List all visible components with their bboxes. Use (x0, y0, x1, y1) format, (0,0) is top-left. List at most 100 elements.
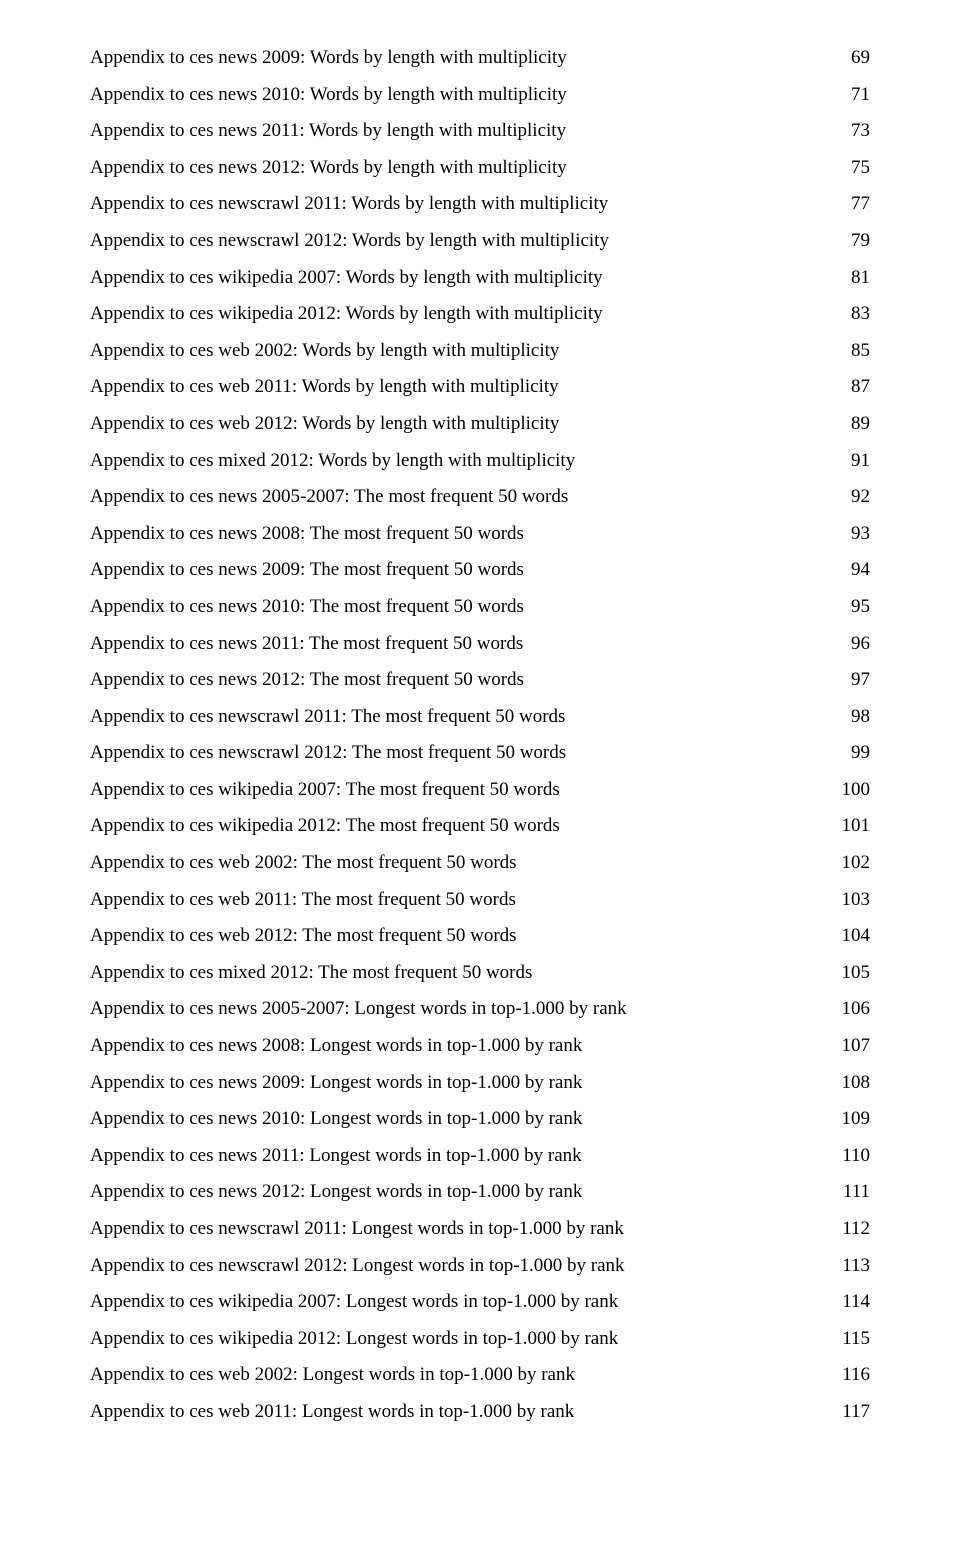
toc-entry: Appendix to ces news 2009: Words by leng… (90, 48, 870, 67)
toc-entry: Appendix to ces wikipedia 2012: The most… (90, 816, 870, 835)
toc-entry-label: Appendix to ces newscrawl 2012: Words by… (90, 231, 830, 250)
toc-entry: Appendix to ces news 2009: The most freq… (90, 560, 870, 579)
toc-entry-page: 77 (830, 194, 870, 213)
toc-entry-label: Appendix to ces wikipedia 2012: Words by… (90, 304, 830, 323)
toc-entry: Appendix to ces newscrawl 2012: Words by… (90, 231, 870, 250)
toc-entry: Appendix to ces web 2002: The most frequ… (90, 853, 870, 872)
toc-entry-label: Appendix to ces news 2009: Longest words… (90, 1073, 830, 1092)
toc-entry-page: 95 (830, 597, 870, 616)
toc-entry-page: 107 (830, 1036, 870, 1055)
toc-entry-label: Appendix to ces news 2012: The most freq… (90, 670, 830, 689)
toc-entry: Appendix to ces news 2010: The most freq… (90, 597, 870, 616)
toc-entry: Appendix to ces newscrawl 2011: The most… (90, 707, 870, 726)
toc-entry-page: 85 (830, 341, 870, 360)
toc-entry: Appendix to ces news 2011: The most freq… (90, 634, 870, 653)
toc-entry-label: Appendix to ces news 2005-2007: The most… (90, 487, 830, 506)
toc-entry-page: 103 (830, 890, 870, 909)
toc-entry-label: Appendix to ces news 2011: The most freq… (90, 634, 830, 653)
toc-entry-label: Appendix to ces news 2010: The most freq… (90, 597, 830, 616)
toc-entry-page: 91 (830, 451, 870, 470)
toc-entry-page: 75 (830, 158, 870, 177)
toc-entry: Appendix to ces wikipedia 2007: Words by… (90, 268, 870, 287)
toc-entry: Appendix to ces web 2011: The most frequ… (90, 890, 870, 909)
toc-entry: Appendix to ces news 2005-2007: The most… (90, 487, 870, 506)
toc-entry: Appendix to ces web 2012: Words by lengt… (90, 414, 870, 433)
toc-entry: Appendix to ces web 2002: Longest words … (90, 1365, 870, 1384)
toc-entry-page: 87 (830, 377, 870, 396)
toc-entry: Appendix to ces news 2012: Words by leng… (90, 158, 870, 177)
toc-entry-page: 73 (830, 121, 870, 140)
toc-entry: Appendix to ces news 2011: Words by leng… (90, 121, 870, 140)
toc-entry-page: 101 (830, 816, 870, 835)
toc-entry-page: 100 (830, 780, 870, 799)
toc-entry-page: 112 (830, 1219, 870, 1238)
toc-entry-page: 81 (830, 268, 870, 287)
toc-entry-page: 111 (830, 1182, 870, 1201)
toc-entry-page: 97 (830, 670, 870, 689)
toc-entry-page: 98 (830, 707, 870, 726)
toc-entry-page: 114 (830, 1292, 870, 1311)
toc-entry-page: 71 (830, 85, 870, 104)
toc-list: Appendix to ces news 2009: Words by leng… (90, 48, 870, 1421)
toc-entry-label: Appendix to ces wikipedia 2007: Longest … (90, 1292, 830, 1311)
toc-entry-label: Appendix to ces mixed 2012: Words by len… (90, 451, 830, 470)
toc-entry: Appendix to ces mixed 2012: Words by len… (90, 451, 870, 470)
toc-entry-page: 92 (830, 487, 870, 506)
toc-entry-page: 102 (830, 853, 870, 872)
toc-entry: Appendix to ces news 2012: Longest words… (90, 1182, 870, 1201)
toc-entry-label: Appendix to ces news 2010: Longest words… (90, 1109, 830, 1128)
toc-entry-label: Appendix to ces news 2008: Longest words… (90, 1036, 830, 1055)
toc-entry: Appendix to ces news 2009: Longest words… (90, 1073, 870, 1092)
toc-entry: Appendix to ces news 2005-2007: Longest … (90, 999, 870, 1018)
toc-entry-page: 104 (830, 926, 870, 945)
toc-entry-label: Appendix to ces newscrawl 2011: The most… (90, 707, 830, 726)
toc-entry-label: Appendix to ces news 2009: Words by leng… (90, 48, 830, 67)
toc-entry-page: 94 (830, 560, 870, 579)
toc-entry: Appendix to ces web 2011: Longest words … (90, 1402, 870, 1421)
toc-entry-label: Appendix to ces news 2011: Words by leng… (90, 121, 830, 140)
toc-entry-label: Appendix to ces news 2011: Longest words… (90, 1146, 830, 1165)
toc-entry-page: 69 (830, 48, 870, 67)
toc-entry-page: 105 (830, 963, 870, 982)
toc-entry: Appendix to ces newscrawl 2011: Longest … (90, 1219, 870, 1238)
toc-entry: Appendix to ces web 2002: Words by lengt… (90, 341, 870, 360)
toc-entry: Appendix to ces newscrawl 2012: The most… (90, 743, 870, 762)
toc-entry-page: 117 (830, 1402, 870, 1421)
toc-entry: Appendix to ces news 2012: The most freq… (90, 670, 870, 689)
toc-entry-label: Appendix to ces web 2012: Words by lengt… (90, 414, 830, 433)
toc-entry-page: 115 (830, 1329, 870, 1348)
toc-entry-label: Appendix to ces web 2002: The most frequ… (90, 853, 830, 872)
toc-entry-label: Appendix to ces mixed 2012: The most fre… (90, 963, 830, 982)
toc-entry-label: Appendix to ces news 2012: Words by leng… (90, 158, 830, 177)
toc-entry-label: Appendix to ces newscrawl 2011: Longest … (90, 1219, 830, 1238)
toc-entry-page: 83 (830, 304, 870, 323)
toc-entry: Appendix to ces wikipedia 2012: Longest … (90, 1329, 870, 1348)
toc-entry-label: Appendix to ces news 2009: The most freq… (90, 560, 830, 579)
toc-entry: Appendix to ces news 2010: Words by leng… (90, 85, 870, 104)
toc-entry-label: Appendix to ces news 2005-2007: Longest … (90, 999, 830, 1018)
toc-entry: Appendix to ces newscrawl 2011: Words by… (90, 194, 870, 213)
toc-entry-label: Appendix to ces news 2008: The most freq… (90, 524, 830, 543)
toc-entry: Appendix to ces news 2010: Longest words… (90, 1109, 870, 1128)
toc-entry: Appendix to ces news 2008: Longest words… (90, 1036, 870, 1055)
toc-entry: Appendix to ces web 2011: Words by lengt… (90, 377, 870, 396)
toc-entry-page: 116 (830, 1365, 870, 1384)
toc-entry: Appendix to ces mixed 2012: The most fre… (90, 963, 870, 982)
toc-entry: Appendix to ces wikipedia 2012: Words by… (90, 304, 870, 323)
toc-entry-label: Appendix to ces news 2012: Longest words… (90, 1182, 830, 1201)
toc-entry-label: Appendix to ces web 2011: Longest words … (90, 1402, 830, 1421)
toc-entry-page: 89 (830, 414, 870, 433)
toc-entry: Appendix to ces web 2012: The most frequ… (90, 926, 870, 945)
toc-entry-label: Appendix to ces newscrawl 2012: The most… (90, 743, 830, 762)
toc-entry-label: Appendix to ces web 2002: Words by lengt… (90, 341, 830, 360)
toc-entry: Appendix to ces wikipedia 2007: The most… (90, 780, 870, 799)
toc-entry-label: Appendix to ces web 2011: The most frequ… (90, 890, 830, 909)
toc-entry: Appendix to ces news 2008: The most freq… (90, 524, 870, 543)
toc-entry: Appendix to ces newscrawl 2012: Longest … (90, 1256, 870, 1275)
toc-entry-label: Appendix to ces web 2012: The most frequ… (90, 926, 830, 945)
toc-entry-page: 96 (830, 634, 870, 653)
toc-entry: Appendix to ces news 2011: Longest words… (90, 1146, 870, 1165)
toc-entry-page: 109 (830, 1109, 870, 1128)
toc-entry: Appendix to ces wikipedia 2007: Longest … (90, 1292, 870, 1311)
toc-entry-page: 110 (830, 1146, 870, 1165)
